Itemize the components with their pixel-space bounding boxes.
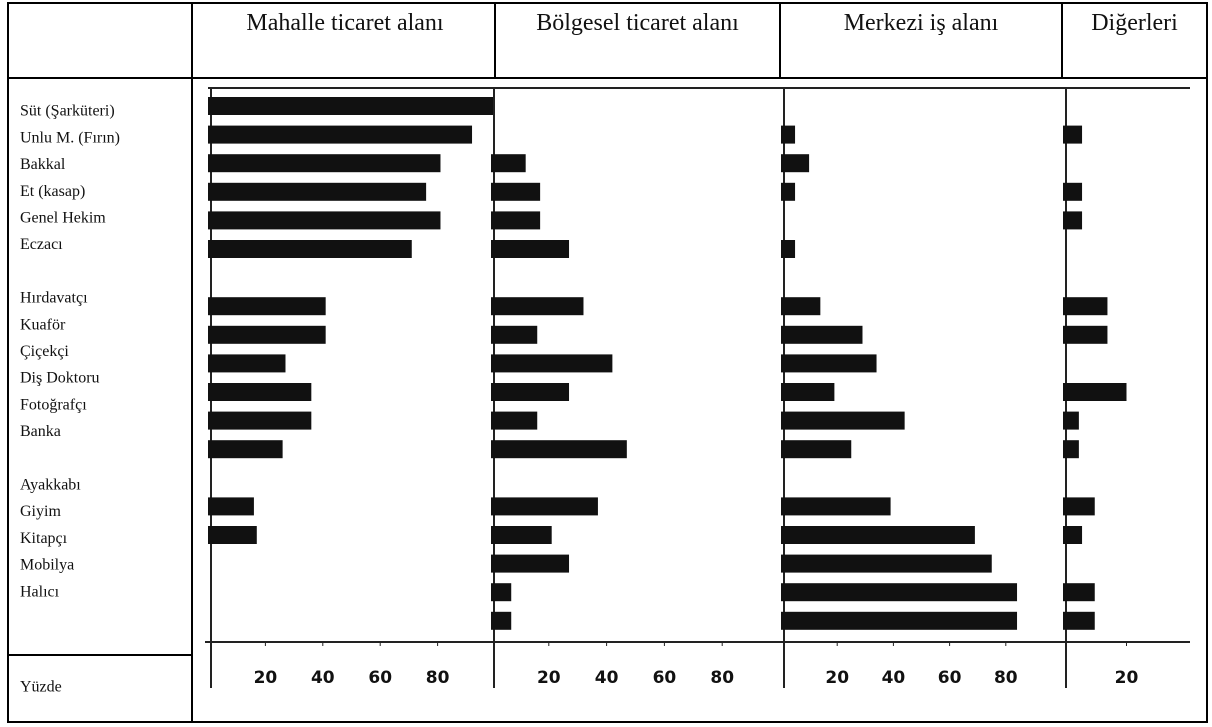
bar xyxy=(491,240,570,258)
bar xyxy=(781,411,905,430)
bar xyxy=(1063,411,1079,430)
category-label: Giyim xyxy=(20,503,61,520)
bar xyxy=(781,354,877,373)
bar xyxy=(1063,611,1095,630)
bar xyxy=(781,526,975,544)
bar xyxy=(781,554,992,573)
category-label: Fotoğrafçı xyxy=(20,396,87,413)
x-tick-label: 20 xyxy=(254,668,278,688)
bar xyxy=(1063,440,1079,459)
x-tick-label: 80 xyxy=(426,668,450,688)
bar xyxy=(491,497,598,516)
table-border xyxy=(7,2,1208,723)
category-label: Çiçekçi xyxy=(20,343,69,360)
category-label: Bakkal xyxy=(20,156,66,173)
bar xyxy=(208,297,326,316)
bar xyxy=(208,97,495,115)
category-label: Et (kasap) xyxy=(20,183,85,200)
bar xyxy=(208,411,312,430)
category-label: Banka xyxy=(20,423,61,440)
bar xyxy=(491,411,538,430)
x-tick-label: 80 xyxy=(710,668,734,688)
x-tick-label: 20 xyxy=(537,668,561,688)
category-label: Mobilya xyxy=(20,557,74,574)
bar xyxy=(491,182,541,201)
column-header: Mahalle ticaret alanı xyxy=(246,10,444,36)
bar xyxy=(491,354,613,373)
bar xyxy=(491,583,512,602)
column-header: Diğerleri xyxy=(1091,10,1178,36)
category-label: Genel Hekim xyxy=(20,209,106,226)
bar xyxy=(208,125,473,144)
bar xyxy=(491,611,512,630)
bar xyxy=(781,182,796,201)
bar xyxy=(781,497,891,516)
category-label: Süt (Şarküteri) xyxy=(20,103,115,120)
bar xyxy=(1063,526,1083,544)
bar xyxy=(208,440,283,459)
category-label: Ayakkabı xyxy=(20,476,81,493)
x-tick-label: 80 xyxy=(994,668,1018,688)
category-label: Kitapçı xyxy=(20,530,68,547)
x-tick-label: 40 xyxy=(311,668,335,688)
category-label: Hırdavatçı xyxy=(20,290,88,307)
bar xyxy=(208,526,257,544)
bar xyxy=(208,325,326,344)
bar xyxy=(208,240,412,258)
bar xyxy=(208,383,312,401)
x-tick-label: 60 xyxy=(938,668,962,688)
bar xyxy=(781,383,835,401)
category-label: Eczacı xyxy=(20,236,63,253)
bar xyxy=(208,354,286,373)
bar xyxy=(781,611,1018,630)
bar xyxy=(781,240,796,258)
bar xyxy=(781,440,852,459)
x-tick-label: 40 xyxy=(595,668,619,688)
bar xyxy=(1063,211,1083,230)
bar xyxy=(491,297,584,316)
bar xyxy=(491,554,570,573)
bar xyxy=(781,583,1018,602)
bar xyxy=(208,154,441,173)
category-label: Kuaför xyxy=(20,316,66,333)
bar xyxy=(1063,325,1108,344)
category-label: Unlu M. (Fırın) xyxy=(20,129,120,146)
bar xyxy=(781,325,863,344)
bar xyxy=(1063,125,1083,144)
bar xyxy=(491,526,552,544)
column-header: Bölgesel ticaret alanı xyxy=(536,10,739,36)
bar xyxy=(208,182,427,201)
bar xyxy=(781,154,810,173)
category-label: Halıcı xyxy=(20,583,60,600)
bar xyxy=(208,211,441,230)
row-label: Yüzde xyxy=(20,679,62,696)
bar xyxy=(491,325,538,344)
bar xyxy=(781,297,821,316)
x-tick-label: 60 xyxy=(653,668,677,688)
bar xyxy=(491,154,526,173)
bar xyxy=(1063,297,1108,316)
x-tick-label: 40 xyxy=(882,668,906,688)
column-header: Merkezi iş alanı xyxy=(843,10,999,36)
bar xyxy=(1063,583,1095,602)
x-tick-label: 20 xyxy=(825,668,849,688)
bar xyxy=(1063,383,1127,401)
category-label: Diş Doktoru xyxy=(20,370,100,387)
bar xyxy=(208,497,254,516)
x-tick-label: 60 xyxy=(368,668,392,688)
bar xyxy=(491,440,627,459)
bar xyxy=(1063,497,1095,516)
bar xyxy=(1063,182,1083,201)
x-tick-label: 20 xyxy=(1115,668,1139,688)
bar xyxy=(491,383,570,401)
bar xyxy=(491,211,541,230)
bar xyxy=(781,125,796,144)
